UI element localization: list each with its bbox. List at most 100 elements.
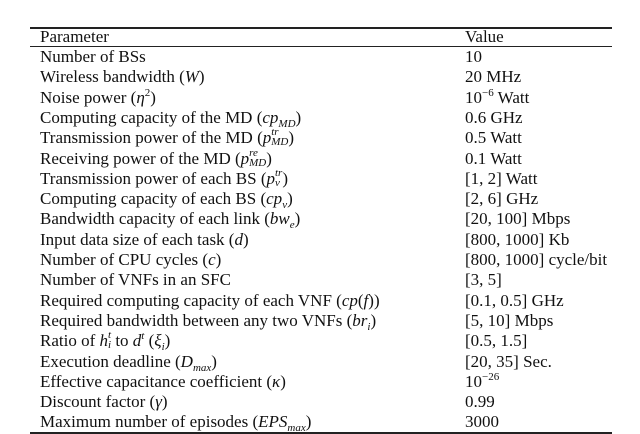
text-segment: d (132, 331, 142, 351)
text-segment: f (363, 290, 369, 310)
text-segment: cp (262, 107, 279, 127)
text-segment: 0.5 Watt (465, 128, 522, 148)
text-segment: ) (150, 87, 156, 107)
text-segment: η (136, 87, 145, 107)
header-cell: Value (465, 27, 504, 46)
text-segment: [20, 100] Mbps (465, 209, 571, 229)
text-segment: Computing capacity of the MD ( (40, 107, 263, 127)
text-segment: 10 (465, 47, 482, 66)
value-cell: 0.6 GHz (465, 108, 523, 128)
text-segment: max (287, 422, 306, 434)
subscript: MD (271, 136, 289, 149)
text-segment: p (240, 148, 250, 168)
parameter-cell: Effective capacitance coefficient (κ) (40, 372, 286, 392)
text-segment: ) (266, 148, 272, 168)
text-segment: ) (370, 310, 377, 330)
text-segment: Number of VNFs in an SFC (40, 270, 231, 290)
superscript: tr (275, 166, 283, 179)
text-segment: v (282, 199, 288, 212)
text-segment: Computing capacity of each BS ( (40, 189, 267, 209)
text-segment: Watt (493, 87, 530, 107)
text-segment: cp (266, 189, 283, 209)
subscript: i (108, 339, 112, 352)
text-segment: i (161, 341, 165, 354)
text-segment: MD (278, 117, 296, 130)
text-segment: ) (305, 412, 312, 432)
text-segment: Required computing capacity of each VNF … (40, 290, 342, 310)
text-segment: [20, 35] Sec. (465, 351, 552, 371)
text-segment: e (289, 219, 295, 232)
value-cell: [3, 5] (465, 270, 502, 290)
script-stack: re MD (249, 146, 266, 168)
text-segment: cp (341, 290, 358, 310)
text-segment: Number of CPU cycles ( (40, 250, 209, 269)
header-cell: Parameter (40, 27, 109, 46)
text-segment: ) (164, 331, 171, 351)
superscript: t (108, 329, 112, 342)
text-segment: [0.5, 1.5] (465, 331, 528, 351)
script-stack: tr v (275, 166, 283, 189)
text-segment: Maximum number of episodes ( (40, 412, 259, 432)
text-segment: t (141, 330, 145, 343)
text-segment: Bandwidth capacity of each link ( (40, 209, 270, 229)
parameter-cell: Input data size of each task (d) (40, 230, 249, 250)
text-segment: d (234, 229, 243, 249)
text-segment: −26 (482, 370, 500, 383)
text-segment: D (180, 351, 193, 371)
value-cell: 0.99 (465, 392, 495, 412)
subscript: v (275, 176, 280, 189)
text-segment: p (262, 128, 272, 148)
text-segment: Wireless bandwidth ( (40, 67, 185, 87)
value-cell: [800, 1000] Kb (465, 230, 569, 250)
text-segment: )) (368, 290, 380, 310)
text-segment: ξ (154, 331, 162, 351)
text-segment: 0.6 GHz (465, 107, 523, 127)
parameter-cell: Number of BSs (40, 47, 146, 67)
text-segment: [800, 1000] cycle/bit (465, 250, 608, 269)
value-cell: 20 MHz (465, 67, 521, 87)
text-segment: ) (211, 351, 217, 371)
text-segment: Input data size of each task ( (40, 229, 235, 249)
text-segment: ) (287, 189, 293, 209)
text-segment: to (111, 331, 133, 351)
value-cell: 3000 (465, 412, 499, 432)
text-segment: 3000 (465, 412, 499, 432)
parameter-cell: Transmission power of each BS (p tr v) (40, 166, 289, 189)
text-segment: ) (295, 107, 302, 127)
text-segment: ) (282, 168, 289, 188)
text-segment: i (367, 320, 371, 333)
text-segment: [3, 5] (465, 270, 502, 290)
text-segment: ) (280, 371, 286, 391)
text-segment: Ratio of (40, 331, 100, 351)
text-segment: ) (288, 128, 295, 148)
text-segment: ) (198, 67, 205, 87)
script-stack: tr MD (271, 127, 289, 149)
superscript: re (249, 146, 258, 159)
value-cell: 0.5 Watt (465, 128, 522, 148)
text-segment: Receiving power of the MD ( (40, 148, 241, 168)
text-segment: 20 MHz (465, 67, 522, 87)
text-segment: 0.1 Watt (465, 148, 522, 168)
bottom-rule (30, 432, 612, 434)
parameter-cell: Noise power (η2) (40, 86, 156, 108)
parameter-cell: Receiving power of the MD (p re MD) (40, 146, 272, 169)
value-cell: [800, 1000] cycle/bit (465, 250, 607, 270)
text-segment: 10 (465, 371, 482, 391)
text-segment: [800, 1000] Kb (465, 229, 570, 249)
top-rule (30, 27, 612, 29)
value-cell: 10 (465, 47, 482, 67)
text-segment: [1, 2] Watt (465, 168, 538, 188)
text-segment: [5, 10] Mbps (465, 310, 554, 330)
text-segment: W (184, 67, 199, 87)
parameter-cell: Execution deadline (Dmax) (40, 351, 217, 374)
parameter-cell: Wireless bandwidth (W) (40, 67, 205, 87)
text-segment: Transmission power of each BS ( (40, 168, 267, 188)
text-segment: Effective capacitance coefficient ( (40, 371, 273, 391)
text-segment: ) (294, 209, 301, 229)
text-segment: 2 (144, 86, 151, 99)
text-segment: ) (215, 250, 222, 269)
text-segment: bw (269, 209, 290, 229)
text-segment: ( (357, 290, 364, 310)
